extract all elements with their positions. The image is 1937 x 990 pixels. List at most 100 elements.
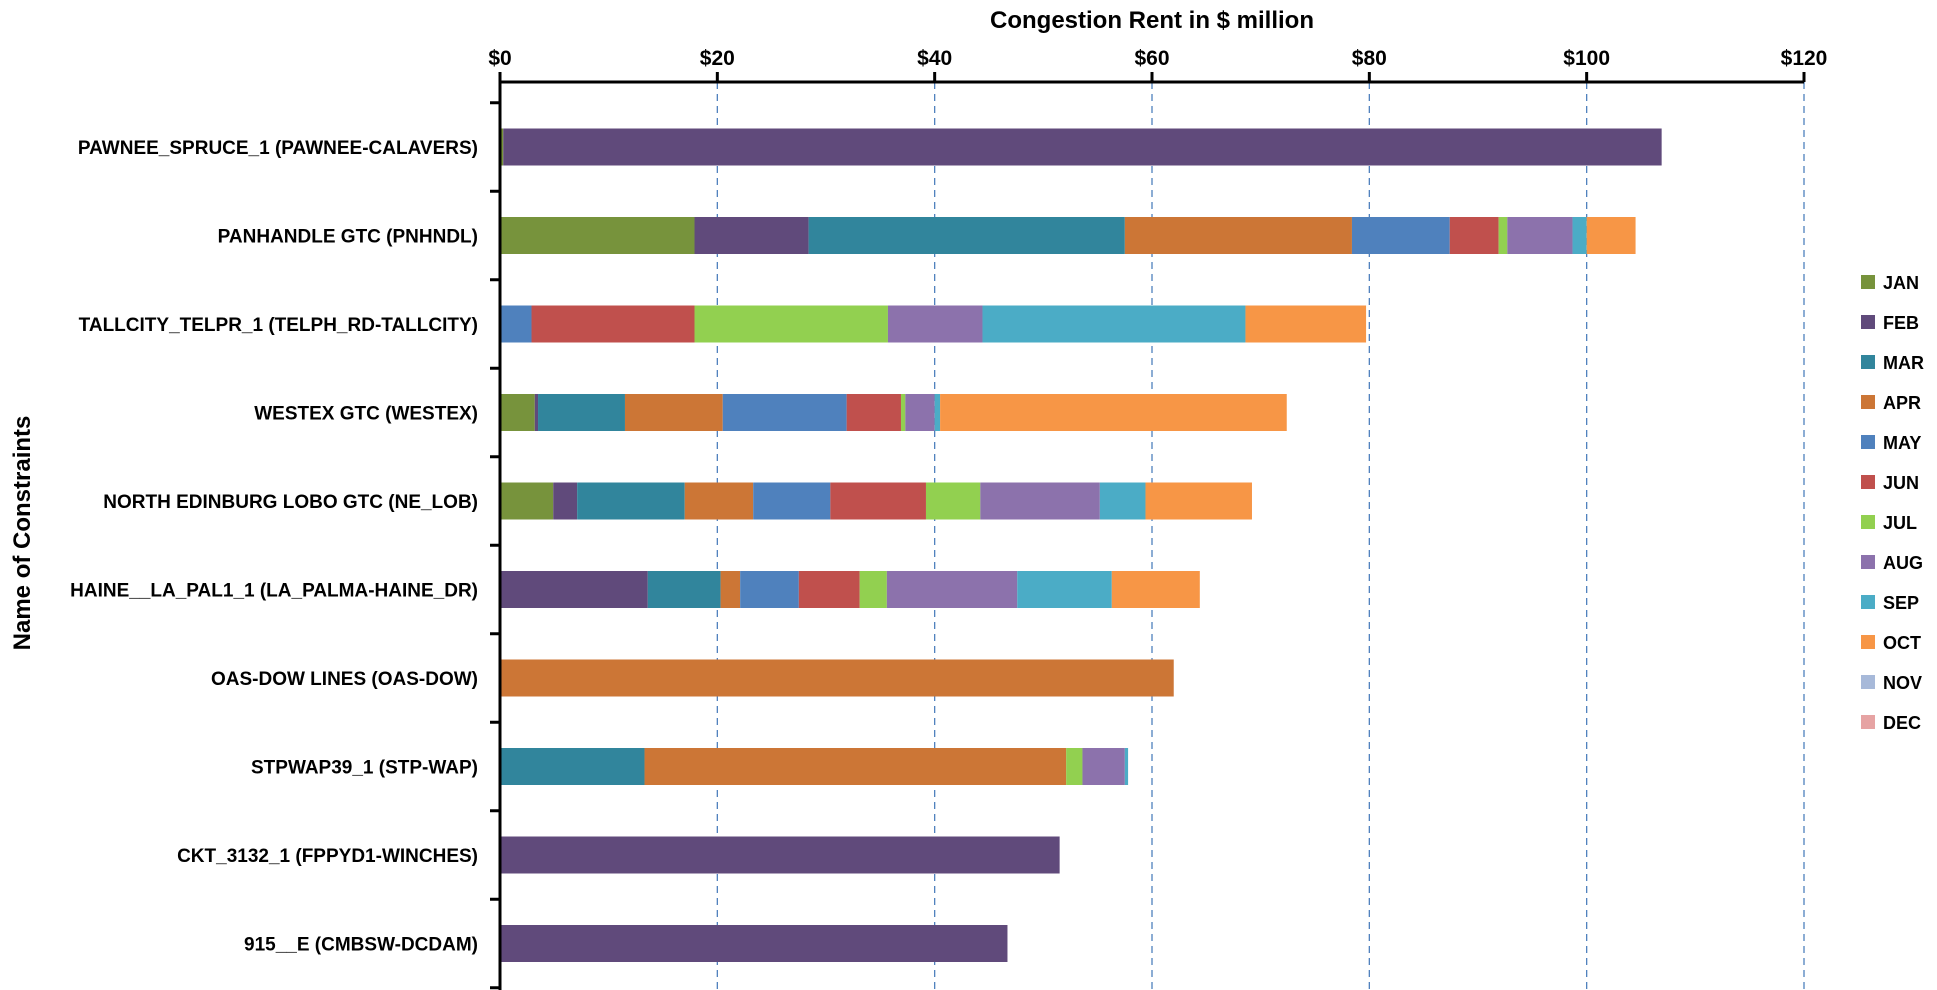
legend-label: JUN [1883, 473, 1919, 493]
bar-segment-may [753, 482, 831, 520]
bar-segment-jul [925, 482, 981, 520]
bar-segment-mar [577, 482, 685, 520]
bar-segment-jun [1449, 217, 1499, 254]
legend-swatch-jul [1861, 515, 1875, 529]
bar-segment-jul [859, 571, 887, 608]
bar-segment-may [1351, 217, 1450, 254]
bar-segment-mar [808, 217, 1125, 254]
bar-segment-oct [1145, 482, 1252, 520]
category-label: OAS-DOW LINES (OAS-DOW) [211, 669, 478, 690]
bar-segment-mar [538, 394, 625, 431]
bar-segment-jun [830, 482, 926, 520]
category-label: CKT_3132_1 (FPPYD1-WINCHES) [177, 846, 478, 867]
legend-label: MAY [1883, 433, 1921, 453]
legend: JAN FEB MAR APR MAY JUN JUL AUG SEP OCT NOV DEC [1861, 273, 1924, 733]
bar-segment-oct [1111, 571, 1200, 608]
bar-segment-jan [500, 482, 554, 520]
bar-segment-mar [647, 571, 721, 608]
bar-segment-sep [1017, 571, 1112, 608]
bar-segment-may [722, 394, 847, 431]
x-tick-label: $20 [700, 47, 735, 70]
ticks-layer: $0 $20 $40 $60 $80 $100 $120 [488, 47, 1827, 990]
bar-segment-feb [500, 571, 648, 608]
bar-segment-sep [1572, 217, 1587, 254]
x-tick-label: $60 [1134, 47, 1169, 70]
bar-segment-jul [1066, 748, 1083, 785]
x-tick-label: $40 [917, 47, 952, 70]
bar-segment-apr [1124, 217, 1352, 254]
legend-label: FEB [1883, 313, 1919, 333]
bar-segment-jun [798, 571, 860, 608]
legend-label: AUG [1883, 553, 1923, 573]
category-label: 915__E (CMBSW-DCDAM) [244, 935, 478, 956]
bar-segment-mar [500, 748, 645, 785]
bar-segment-oct [1245, 305, 1367, 343]
x-tick-label: $0 [488, 47, 511, 70]
bar-segment-apr [624, 394, 723, 431]
legend-swatch-feb [1861, 315, 1875, 329]
bar-segment-sep [1124, 748, 1129, 785]
legend-swatch-aug [1861, 555, 1875, 569]
bar-segment-sep [982, 305, 1246, 343]
legend-label: JAN [1883, 273, 1919, 293]
x-tick-label: $100 [1563, 47, 1610, 70]
bars-layer [500, 128, 1662, 962]
legend-label: JUL [1883, 513, 1917, 533]
legend-swatch-apr [1861, 395, 1875, 409]
legend-swatch-oct [1861, 635, 1875, 649]
legend-label: SEP [1883, 593, 1919, 613]
category-label: PAWNEE_SPRUCE_1 (PAWNEE-CALAVERS) [78, 138, 478, 159]
bar-segment-apr [644, 748, 1067, 785]
bar-segment-aug [1082, 748, 1125, 785]
category-label: TALLCITY_TELPR_1 (TELPH_RD-TALLCITY) [79, 315, 478, 336]
legend-swatch-mar [1861, 355, 1875, 369]
bar-segment-jul [694, 305, 888, 343]
bar-segment-jan [500, 217, 695, 254]
bar-segment-feb [553, 482, 578, 520]
bar-segment-aug [1507, 217, 1573, 254]
category-labels-layer: PAWNEE_SPRUCE_1 (PAWNEE-CALAVERS) PANHAND… [70, 138, 478, 956]
legend-label: DEC [1883, 713, 1921, 733]
bar-segment-aug [905, 394, 935, 431]
bar-segment-apr [500, 659, 1174, 697]
bar-segment-oct [940, 394, 1287, 431]
bar-segment-aug [886, 571, 1018, 608]
legend-swatch-may [1861, 435, 1875, 449]
bar-segment-sep [1099, 482, 1146, 520]
legend-swatch-nov [1861, 675, 1875, 689]
category-label: HAINE__LA_PAL1_1 (LA_PALMA-HAINE_DR) [70, 581, 478, 602]
category-label: STPWAP39_1 (STP-WAP) [251, 758, 478, 779]
x-axis-title: Congestion Rent in $ million [990, 7, 1314, 34]
bar-segment-jul [1498, 217, 1508, 254]
legend-swatch-sep [1861, 595, 1875, 609]
bar-segment-jun [846, 394, 901, 431]
bar-segment-sep [934, 394, 941, 431]
legend-label: NOV [1883, 673, 1922, 693]
bar-segment-jan [500, 128, 504, 166]
legend-swatch-jun [1861, 475, 1875, 489]
bar-segment-aug [887, 305, 983, 343]
legend-swatch-jan [1861, 275, 1875, 289]
legend-label: OCT [1883, 633, 1921, 653]
legend-label: MAR [1883, 353, 1924, 373]
bar-segment-apr [684, 482, 754, 520]
bar-segment-feb [503, 128, 1662, 166]
x-tick-label: $80 [1352, 47, 1387, 70]
legend-label: APR [1883, 393, 1921, 413]
y-axis-title: Name of Constraints [9, 416, 36, 651]
bar-segment-jan [500, 394, 535, 431]
bar-segment-jul [900, 394, 906, 431]
bar-segment-aug [980, 482, 1100, 520]
bar-segment-feb [500, 836, 1060, 874]
category-label: PANHANDLE GTC (PNHNDL) [218, 227, 478, 248]
category-label: NORTH EDINBURG LOBO GTC (NE_LOB) [103, 492, 478, 513]
bar-segment-feb [500, 925, 1008, 962]
legend-swatch-dec [1861, 715, 1875, 729]
bar-segment-may [740, 571, 799, 608]
bar-segment-jun [531, 305, 695, 343]
bar-segment-feb [694, 217, 809, 254]
bar-segment-oct [1586, 217, 1636, 254]
bar-segment-feb [534, 394, 539, 431]
